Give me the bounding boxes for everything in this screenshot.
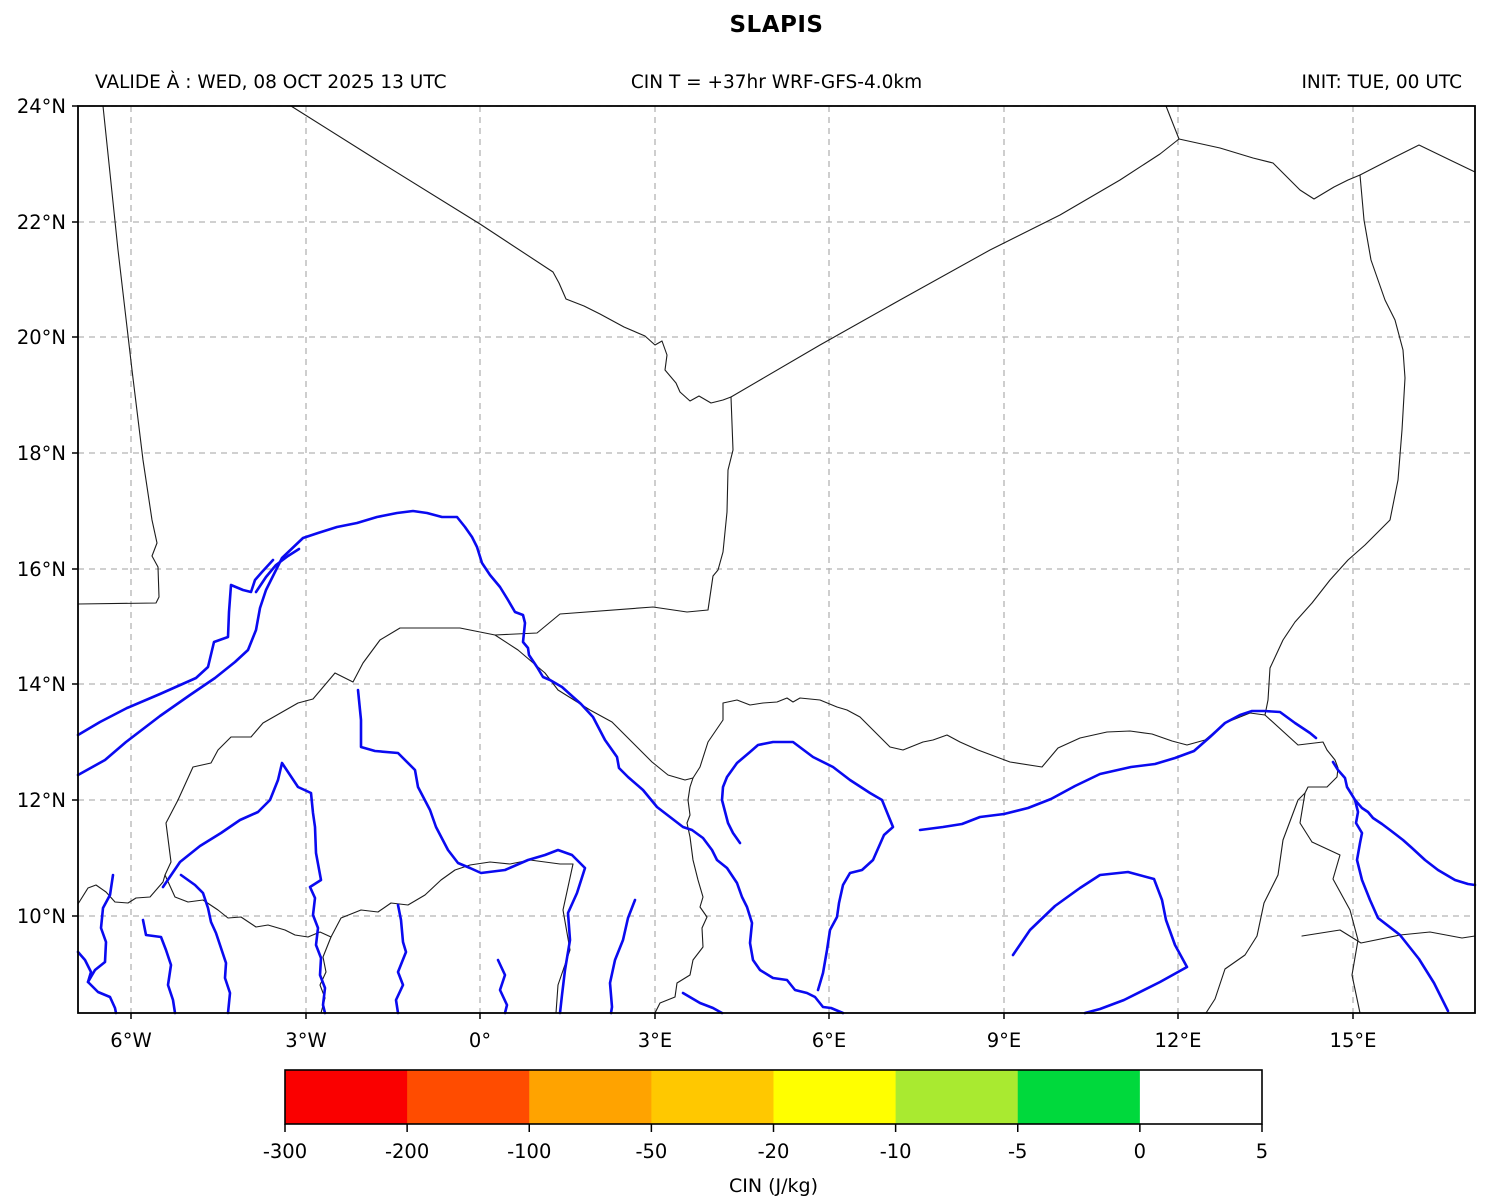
colorbar-segment xyxy=(285,1070,408,1124)
rivers-layer xyxy=(76,509,1477,1015)
colorbar-tick-label: -300 xyxy=(263,1140,307,1163)
country-border-line xyxy=(1165,105,1180,140)
map-frame xyxy=(77,105,1476,1014)
x-tick-label: 6°E xyxy=(812,1029,846,1052)
y-tick-label: 18°N xyxy=(17,442,66,465)
country-border-line xyxy=(77,874,166,905)
country-border-line xyxy=(1178,138,1361,200)
x-tick-label: 0° xyxy=(469,1029,491,1052)
river-line xyxy=(76,558,275,737)
colorbar-segment xyxy=(529,1070,652,1124)
river-line xyxy=(608,898,637,1015)
x-tick-label: 12°E xyxy=(1155,1029,1202,1052)
country-border-line xyxy=(290,105,732,404)
river-line xyxy=(76,950,93,984)
field-model-label: CIN T = +37hr WRF-GFS-4.0km xyxy=(630,72,923,93)
river-line xyxy=(356,688,587,1015)
colorbar-tick-label: -50 xyxy=(635,1140,667,1163)
y-tick-label: 12°N xyxy=(17,789,66,812)
colorbar-segment xyxy=(895,1070,1019,1124)
river-line xyxy=(254,547,301,594)
x-tick-label: 6°W xyxy=(110,1029,151,1052)
country-border-line xyxy=(1264,174,1406,716)
colorbar-tick-label: -20 xyxy=(758,1140,790,1163)
country-border-line xyxy=(164,396,734,876)
river-line xyxy=(76,509,845,1015)
valid-time-label: VALIDE À : WED, 08 OCT 2025 13 UTC xyxy=(95,72,447,93)
colorbar-segment xyxy=(1017,1070,1141,1124)
country-border-line xyxy=(494,634,694,781)
x-tick-label: 9°E xyxy=(987,1029,1021,1052)
country-border-line xyxy=(654,777,708,1014)
country-border-line xyxy=(730,138,1180,398)
colorbar-segment xyxy=(773,1070,897,1124)
country-border-line xyxy=(1311,841,1361,1014)
river-line xyxy=(918,709,1318,832)
river-line xyxy=(86,873,118,1015)
country-border-line xyxy=(330,859,574,938)
init-time-label: INIT: TUE, 00 UTC xyxy=(1301,72,1462,93)
colorbar-tick-label: -5 xyxy=(1008,1140,1027,1163)
country-border-line xyxy=(164,874,332,938)
x-tick-label: 3°W xyxy=(285,1029,326,1052)
country-border-line xyxy=(555,863,574,1014)
river-line xyxy=(179,873,232,1015)
y-tick-label: 16°N xyxy=(17,558,66,581)
river-line xyxy=(1011,870,1189,1015)
river-line xyxy=(141,918,177,1015)
colorbar-tick-label: -10 xyxy=(880,1140,912,1163)
river-line xyxy=(1353,798,1450,1013)
y-tick-label: 22°N xyxy=(17,211,66,234)
colorbar-tick-label: -200 xyxy=(385,1140,429,1163)
y-tick-label: 14°N xyxy=(17,673,66,696)
country-border-line xyxy=(1359,144,1476,176)
river-line xyxy=(681,991,724,1015)
colorbar-segment xyxy=(407,1070,530,1124)
map-frame-rect xyxy=(77,105,1476,1014)
colorbar-tick-label: 5 xyxy=(1256,1140,1268,1163)
river-line xyxy=(496,958,509,1015)
river-line xyxy=(1331,760,1477,887)
y-tick-label: 20°N xyxy=(17,326,66,349)
country-border-line xyxy=(1264,714,1339,843)
colorbar-tick-label: 0 xyxy=(1134,1140,1146,1163)
country-border-line xyxy=(1301,929,1476,944)
page-title: SLAPIS xyxy=(729,12,824,38)
country-border-line xyxy=(1205,792,1306,1014)
river-line xyxy=(394,903,408,1015)
y-tick-label: 10°N xyxy=(17,905,66,928)
colorbar-tick-label: -100 xyxy=(507,1140,551,1163)
axis-ticks-layer: 6°W 3°W 0° 3°E 6°E 9°E 12°E 15°E 24°N 22°N 20°N 18°… xyxy=(17,95,1377,1052)
gridlines-layer xyxy=(78,105,1475,1013)
country-border-line xyxy=(692,697,1266,779)
x-tick-label: 3°E xyxy=(638,1029,672,1052)
country-border-line xyxy=(77,105,160,605)
x-tick-label: 15°E xyxy=(1330,1029,1377,1052)
river-line xyxy=(720,740,895,992)
colorbar-segment xyxy=(651,1070,774,1124)
river-line xyxy=(161,761,327,1015)
country-borders-layer xyxy=(77,105,1476,1014)
y-tick-label: 24°N xyxy=(17,95,66,118)
colorbar-segment xyxy=(1139,1070,1263,1124)
country-border-line xyxy=(319,936,332,1014)
colorbar-title: CIN (J/kg) xyxy=(729,1175,818,1197)
